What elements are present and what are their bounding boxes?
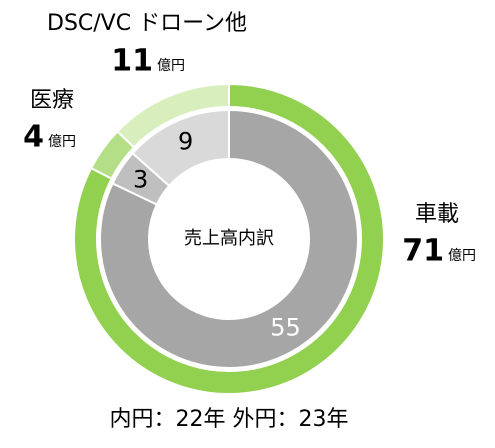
unit-label: 億円 [48, 134, 76, 150]
outer-slice [116, 82, 230, 149]
inner-slice [131, 108, 230, 188]
value-label: 71 [402, 234, 444, 269]
unit-label: 億円 [448, 248, 476, 264]
outer-slice [73, 82, 385, 395]
category-label: DSC/VC ドローン他 [47, 11, 247, 36]
data-label: 3 [133, 165, 148, 193]
value-label: 4 [23, 120, 44, 155]
category-label: 車載 [415, 202, 459, 227]
data-label: 9 [178, 127, 193, 155]
inner-slice [99, 108, 359, 369]
value-label: 11 [111, 44, 153, 79]
category-label: 医療 [30, 88, 74, 113]
caption: 内円：22年 外円：23年 [110, 407, 349, 432]
center-label: 売上高内訳 [184, 228, 274, 249]
unit-label: 億円 [157, 58, 185, 74]
data-label: 55 [270, 314, 301, 342]
